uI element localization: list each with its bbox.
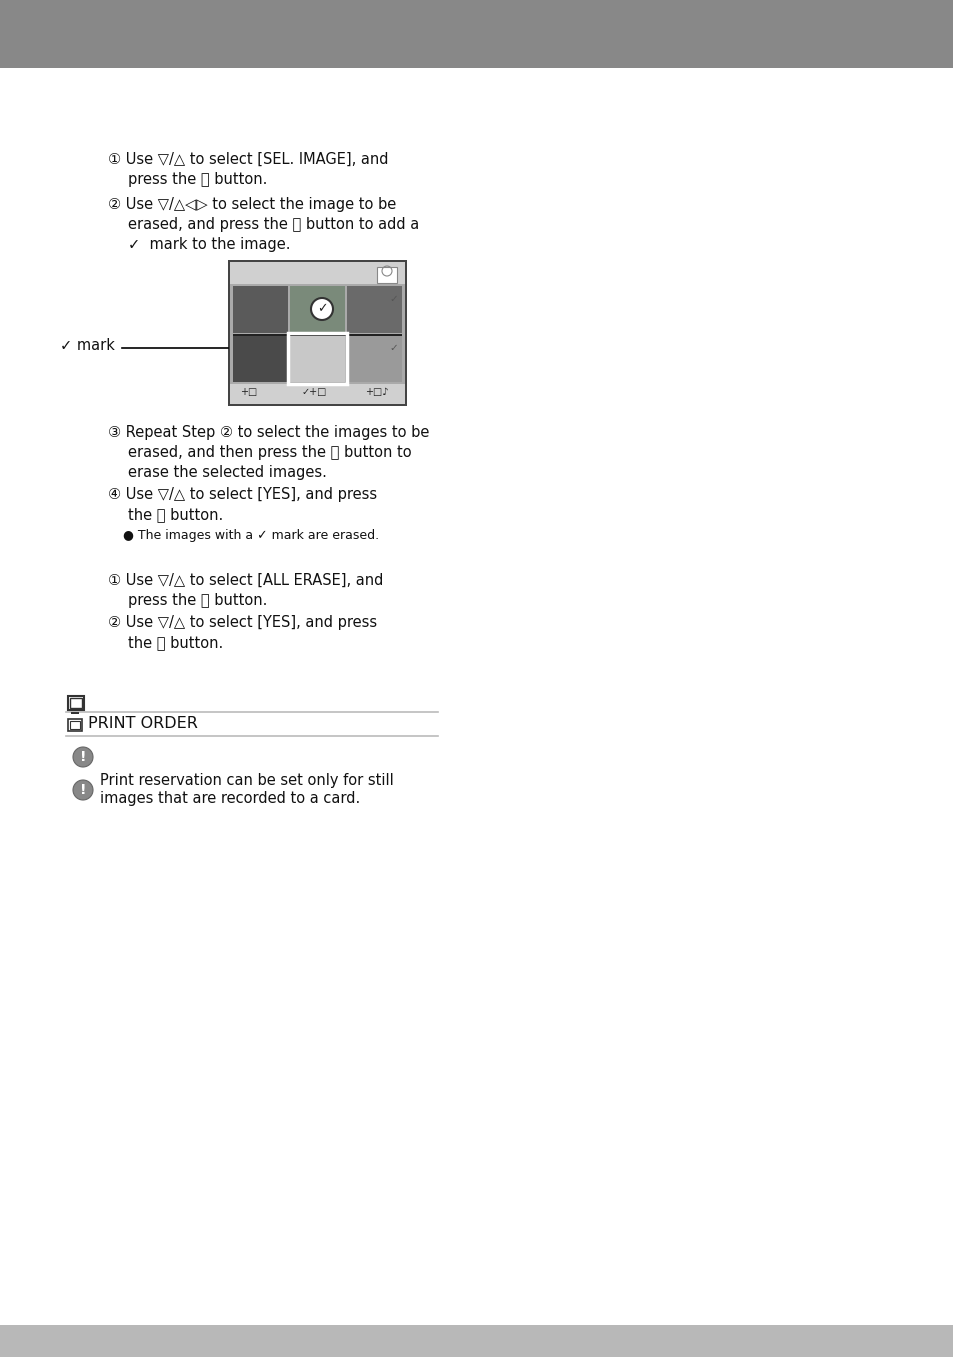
- Text: ✓  mark to the image.: ✓ mark to the image.: [128, 237, 291, 252]
- Text: ✓: ✓: [316, 303, 327, 315]
- Text: erased, and then press the Ⓚ button to: erased, and then press the Ⓚ button to: [128, 445, 411, 460]
- Text: PRINT ORDER: PRINT ORDER: [88, 716, 197, 731]
- Text: +□♪: +□♪: [365, 387, 388, 398]
- Text: ④ Use ▽/△ to select [YES], and press: ④ Use ▽/△ to select [YES], and press: [108, 487, 376, 502]
- Text: ② Use ▽/△ to select [YES], and press: ② Use ▽/△ to select [YES], and press: [108, 615, 376, 630]
- Text: ② Use ▽/△◁▷ to select the image to be: ② Use ▽/△◁▷ to select the image to be: [108, 197, 395, 212]
- Text: +□: +□: [240, 387, 257, 398]
- Text: !: !: [80, 783, 86, 797]
- Bar: [288, 332, 347, 384]
- Text: ✓+□: ✓+□: [302, 387, 327, 398]
- Bar: [68, 719, 82, 731]
- Text: the Ⓚ button.: the Ⓚ button.: [128, 635, 223, 650]
- Bar: [68, 696, 84, 710]
- Text: ● The images with a ✓ mark are erased.: ● The images with a ✓ mark are erased.: [123, 529, 378, 541]
- Bar: [71, 712, 79, 714]
- Bar: [0, 1324, 953, 1357]
- Text: !: !: [80, 750, 86, 764]
- Text: erased, and press the Ⓚ button to add a: erased, and press the Ⓚ button to add a: [128, 217, 418, 232]
- Text: ① Use ▽/△ to select [ALL ERASE], and: ① Use ▽/△ to select [ALL ERASE], and: [108, 573, 383, 588]
- Circle shape: [73, 746, 92, 767]
- Bar: [347, 335, 401, 383]
- Bar: [230, 262, 405, 404]
- Bar: [376, 267, 396, 284]
- Bar: [230, 384, 405, 404]
- Text: ✓ mark: ✓ mark: [60, 338, 114, 353]
- Bar: [230, 262, 405, 284]
- Text: erase the selected images.: erase the selected images.: [128, 465, 327, 480]
- Text: images that are recorded to a card.: images that are recorded to a card.: [100, 791, 360, 806]
- Bar: [0, 0, 953, 68]
- Text: ① Use ▽/△ to select [SEL. IMAGE], and: ① Use ▽/△ to select [SEL. IMAGE], and: [108, 152, 388, 167]
- Bar: [70, 721, 80, 729]
- Bar: [228, 261, 407, 406]
- Bar: [233, 286, 288, 332]
- Bar: [290, 286, 345, 332]
- Bar: [290, 335, 345, 383]
- Bar: [233, 334, 401, 337]
- Text: ③ Repeat Step ② to select the images to be: ③ Repeat Step ② to select the images to …: [108, 425, 429, 440]
- Circle shape: [73, 780, 92, 801]
- Text: ✓: ✓: [389, 343, 397, 353]
- Text: Print reservation can be set only for still: Print reservation can be set only for st…: [100, 773, 394, 788]
- Bar: [70, 697, 82, 708]
- Text: ✓: ✓: [389, 294, 397, 304]
- Circle shape: [311, 299, 333, 320]
- Bar: [347, 286, 401, 332]
- Bar: [233, 335, 288, 383]
- Text: press the Ⓚ button.: press the Ⓚ button.: [128, 593, 267, 608]
- Text: the Ⓚ button.: the Ⓚ button.: [128, 508, 223, 522]
- Text: press the Ⓚ button.: press the Ⓚ button.: [128, 172, 267, 187]
